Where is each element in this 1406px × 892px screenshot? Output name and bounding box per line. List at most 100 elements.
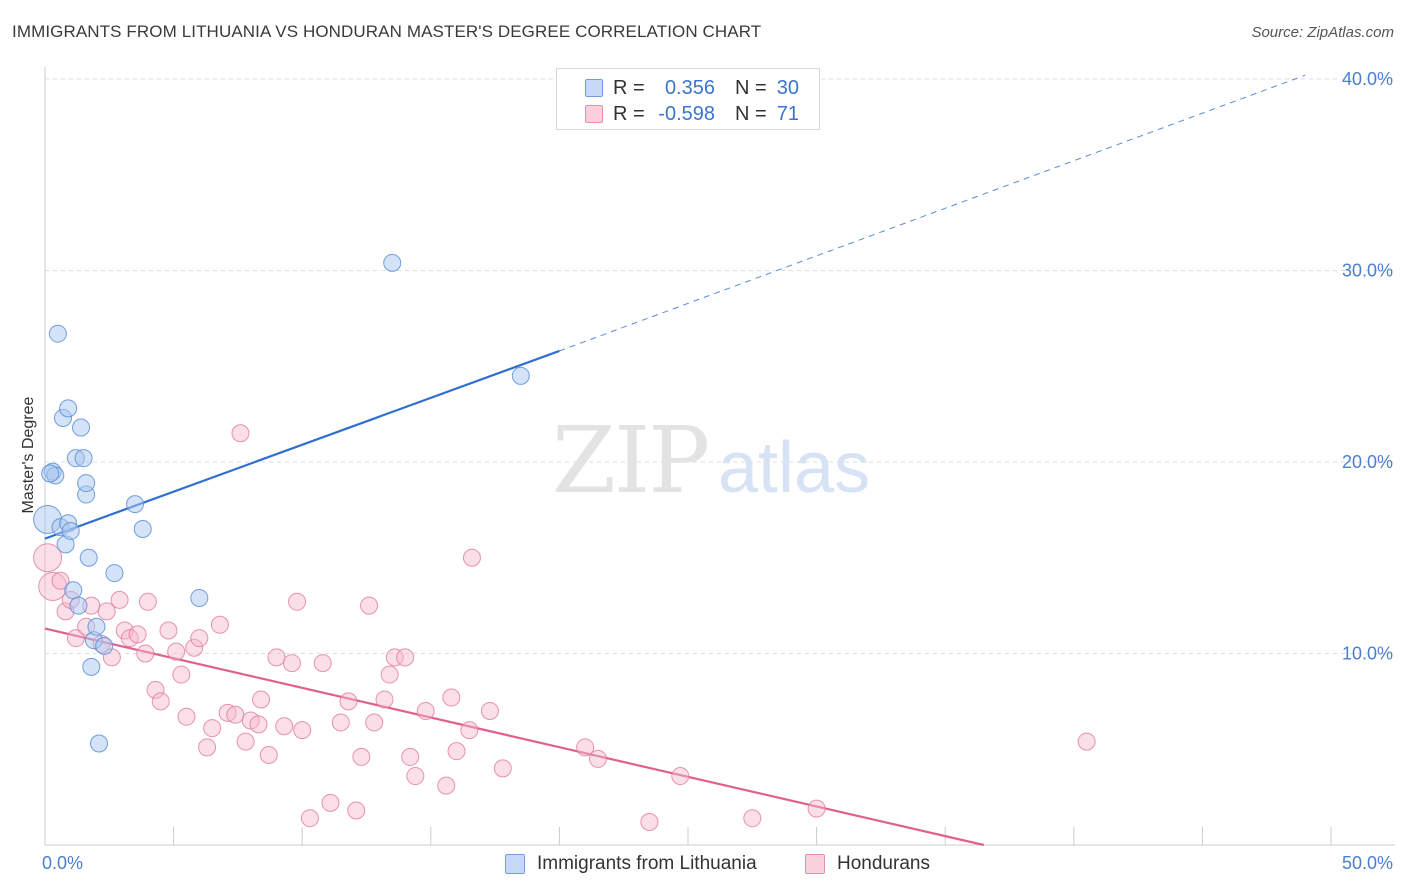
point-lithuania: [383, 253, 402, 272]
bottom-legend-swatch-lithuania: [505, 854, 525, 874]
point-hondurans: [365, 713, 384, 732]
source-label: Source: ZipAtlas.com: [1251, 24, 1394, 41]
point-hondurans: [210, 615, 229, 634]
chart-title: IMMIGRANTS FROM LITHUANIA VS HONDURAN MA…: [12, 22, 762, 41]
trend-line-lithuania-extension: [559, 74, 1306, 352]
bottom-legend: Immigrants from Lithuania Hondurans: [0, 852, 1406, 878]
point-hondurans: [385, 648, 404, 667]
point-hondurans: [743, 809, 762, 828]
point-hondurans: [640, 813, 659, 832]
point-hondurans: [313, 654, 332, 673]
y-tick-label: 40.0%: [1342, 69, 1393, 89]
legend-row-lithuania: R = 0.356 N = 30: [557, 75, 819, 101]
point-hondurans: [249, 715, 268, 734]
point-lithuania: [61, 521, 80, 540]
point-hondurans: [493, 759, 512, 778]
point-hondurans: [401, 747, 420, 766]
point-lithuania: [72, 418, 91, 437]
point-hondurans: [151, 692, 170, 711]
watermark-zip: ZIP: [552, 407, 708, 514]
point-hondurans: [807, 799, 826, 818]
point-hondurans: [360, 596, 379, 615]
point-hondurans: [416, 701, 435, 720]
point-hondurans: [231, 424, 250, 443]
point-hondurans: [167, 642, 186, 661]
point-hondurans: [218, 703, 237, 722]
point-lithuania: [190, 588, 209, 607]
point-hondurans: [177, 707, 196, 726]
point-hondurans: [267, 648, 286, 667]
point-lithuania: [74, 449, 93, 468]
point-hondurans: [33, 543, 63, 573]
point-hondurans: [185, 638, 204, 657]
point-hondurans: [128, 625, 147, 644]
bottom-legend-swatch-hondurans: [805, 854, 825, 874]
x-tick-label-max: 50.0%: [1342, 853, 1393, 873]
watermark-atlas: atlas: [718, 428, 870, 508]
point-lithuania: [105, 564, 124, 583]
point-lithuania: [126, 495, 145, 514]
legend-r-value: 0.356: [664, 77, 715, 99]
point-hondurans: [110, 590, 129, 609]
point-lithuania: [511, 366, 530, 385]
point-lithuania: [133, 520, 152, 539]
legend-n-value: 71: [776, 103, 799, 125]
point-hondurans: [146, 680, 165, 699]
point-hondurans: [226, 705, 245, 724]
point-hondurans: [447, 742, 466, 761]
point-hondurans: [352, 747, 371, 766]
point-lithuania: [48, 324, 67, 343]
point-hondurans: [300, 809, 319, 828]
legend: R = 0.356 N = 30 R = -0.598 N = 71: [556, 68, 820, 130]
point-hondurans: [97, 602, 116, 621]
point-hondurans: [172, 665, 191, 684]
x-tick-label-min: 0.0%: [42, 853, 83, 873]
point-hondurans: [51, 571, 70, 590]
point-hondurans: [203, 719, 222, 738]
point-hondurans: [293, 721, 312, 740]
legend-n-label: N =: [735, 103, 767, 125]
point-hondurans: [159, 621, 178, 640]
point-lithuania: [41, 464, 60, 483]
point-hondurans: [396, 648, 415, 667]
point-hondurans: [259, 745, 278, 764]
point-hondurans: [588, 749, 607, 768]
point-hondurans: [406, 767, 425, 786]
point-lithuania: [87, 617, 106, 636]
grid-lines: [45, 78, 1395, 654]
legend-row-hondurans: R = -0.598 N = 71: [557, 101, 819, 127]
point-lithuania: [77, 474, 96, 493]
legend-r-label: R =: [613, 103, 645, 125]
point-hondurans: [252, 690, 271, 709]
point-lithuania: [64, 581, 83, 600]
legend-swatch-hondurans: [585, 105, 603, 123]
point-hondurans: [190, 629, 209, 648]
point-hondurans: [347, 801, 366, 820]
legend-r-value: -0.598: [658, 103, 715, 125]
point-hondurans: [375, 690, 394, 709]
y-tick-label: 10.0%: [1342, 644, 1393, 664]
point-hondurans: [671, 767, 690, 786]
legend-r-label: R =: [613, 77, 645, 99]
point-lithuania: [82, 657, 101, 676]
point-hondurans: [236, 732, 255, 751]
point-lithuania: [90, 734, 109, 753]
trend-line-lithuania: [44, 349, 560, 540]
legend-n-label: N =: [735, 77, 767, 99]
legend-swatch-lithuania: [585, 79, 603, 97]
point-lithuania: [69, 596, 88, 615]
point-lithuania: [59, 399, 78, 418]
tick-labels: 10.0% 20.0% 30.0% 40.0% 0.0% 50.0%: [42, 69, 1393, 873]
point-hondurans: [437, 776, 456, 795]
bottom-legend-label: Immigrants from Lithuania: [537, 853, 757, 874]
point-hondurans: [480, 701, 499, 720]
bottom-legend-label: Hondurans: [837, 853, 930, 874]
point-lithuania: [95, 636, 114, 655]
point-hondurans: [1077, 732, 1096, 751]
point-hondurans: [339, 692, 358, 711]
trend-line-hondurans: [44, 627, 985, 847]
point-hondurans: [275, 717, 294, 736]
point-hondurans: [460, 721, 479, 740]
y-tick-label: 20.0%: [1342, 452, 1393, 472]
